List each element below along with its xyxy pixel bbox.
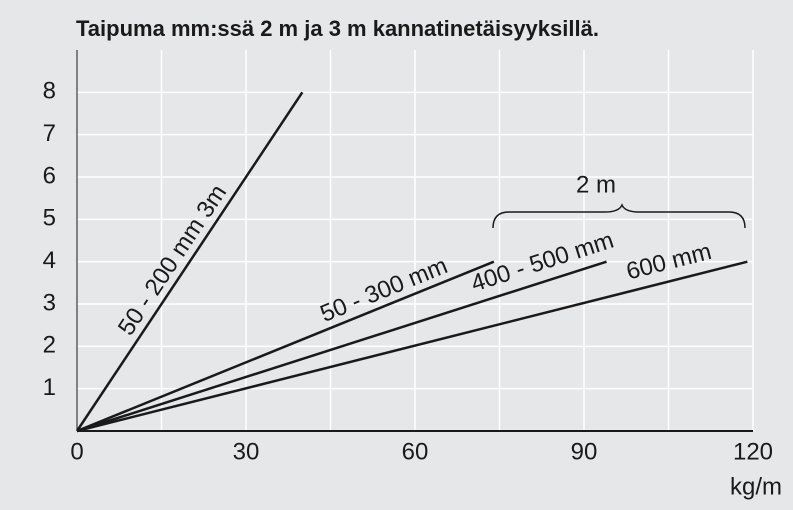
x-tick-label: 60 <box>402 438 429 465</box>
y-tick-label: 6 <box>43 162 56 189</box>
data-line <box>76 260 748 433</box>
annotation: 2 m <box>576 171 616 198</box>
y-tick-label: 2 <box>43 332 56 359</box>
x-tick-label: 0 <box>70 438 83 465</box>
y-tick-label: 1 <box>43 374 56 401</box>
x-tick-label: 90 <box>571 438 598 465</box>
x-tick-label: 30 <box>233 438 260 465</box>
data-line <box>76 260 495 433</box>
data-line <box>75 91 304 432</box>
data-line <box>76 260 607 433</box>
brace <box>492 203 746 229</box>
y-tick-label: 5 <box>43 205 56 232</box>
x-axis-label: kg/m <box>730 473 782 500</box>
y-tick-label: 7 <box>43 120 56 147</box>
chart-title: Taipuma mm:ssä 2 m ja 3 m kannatinetäisy… <box>76 16 599 41</box>
y-tick-label: 8 <box>43 78 56 105</box>
y-tick-label: 3 <box>43 289 56 316</box>
x-tick-label: 120 <box>733 438 773 465</box>
y-tick-label: 4 <box>43 247 56 274</box>
